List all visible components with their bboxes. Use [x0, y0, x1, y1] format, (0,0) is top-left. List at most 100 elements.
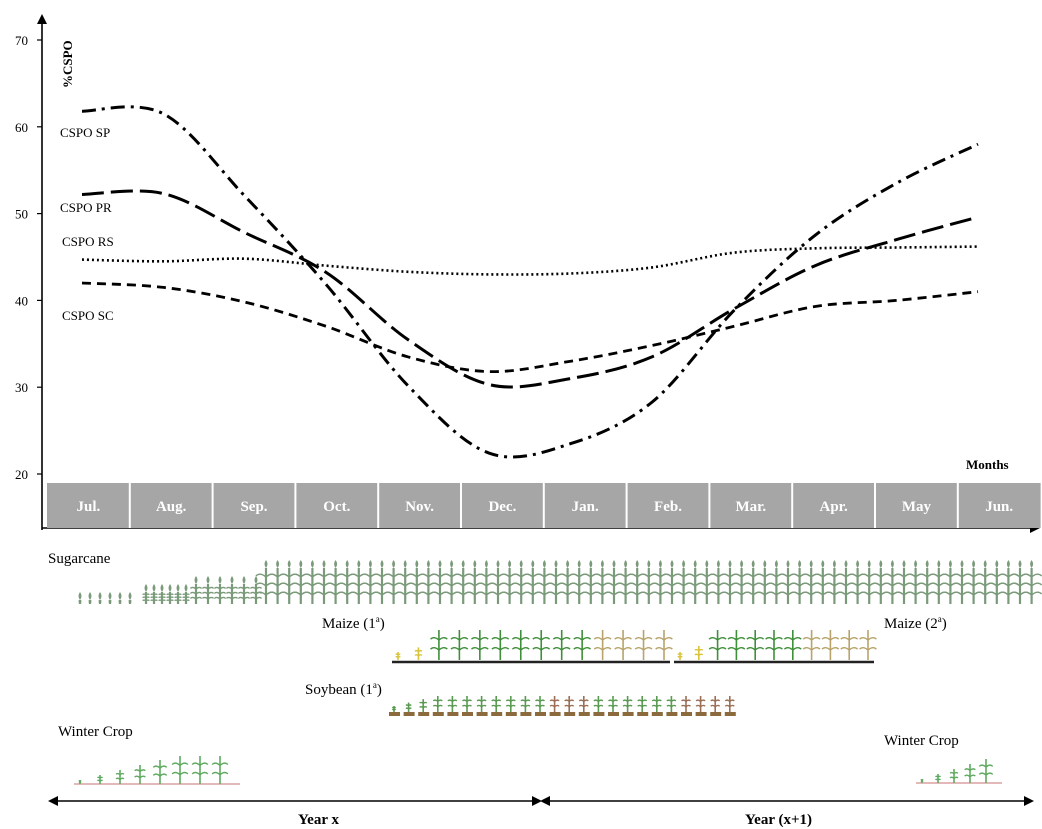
- soil-pot: [535, 712, 546, 716]
- plant-icon: [450, 630, 469, 660]
- plant-icon: [406, 560, 428, 604]
- plant-icon: [383, 560, 405, 604]
- y-tick-label: 40: [15, 293, 28, 308]
- plant-icon: [522, 560, 544, 604]
- plant-icon: [475, 560, 497, 604]
- plant-icon: [578, 696, 589, 712]
- y-tick-label: 20: [15, 467, 28, 482]
- plant-icon: [696, 560, 718, 604]
- plant-icon: [731, 560, 753, 604]
- plant-icon: [549, 696, 560, 712]
- plant-icon: [920, 779, 924, 783]
- plant-icon: [573, 630, 592, 660]
- plant-icon: [568, 560, 590, 604]
- plant-icon: [395, 652, 401, 660]
- plant-icon: [742, 560, 764, 604]
- series-line-cspo-sp: [81, 105, 979, 459]
- soil-pot: [593, 712, 605, 716]
- plant-icon: [847, 560, 869, 604]
- plant-icon: [622, 696, 633, 712]
- plant-icon: [108, 592, 112, 604]
- series-line-cspo-rs: [81, 245, 979, 276]
- plant-icon: [325, 560, 347, 604]
- year-x-label: Year x: [298, 812, 339, 828]
- plant-icon: [394, 560, 416, 604]
- winter-crop-right-plants: [916, 759, 1002, 784]
- plant-icon: [681, 696, 691, 712]
- plant-icon: [783, 630, 802, 660]
- plant-icon: [417, 560, 439, 604]
- soil-pot: [666, 712, 678, 716]
- plant-icon: [580, 560, 602, 604]
- plant-icon: [812, 560, 834, 604]
- plant-icon: [859, 630, 877, 660]
- maize-2-label: Maize (2a): [884, 614, 947, 632]
- series-line-cspo-sc: [81, 281, 979, 374]
- plant-icon: [115, 770, 125, 784]
- y-tick-label: 70: [15, 33, 28, 48]
- plant-icon: [134, 765, 146, 784]
- plant-icon: [802, 630, 821, 660]
- plant-icon: [615, 560, 637, 604]
- maize-1-label: Maize (1a): [322, 614, 385, 632]
- series-label: CSPO SP: [60, 125, 110, 140]
- soil-pot: [651, 712, 663, 716]
- plant-icon: [150, 584, 158, 604]
- plant-icon: [213, 576, 227, 604]
- plant-icon: [673, 560, 695, 604]
- plant-icon: [840, 630, 859, 660]
- plant-icon: [777, 560, 799, 604]
- plant-icon: [491, 630, 510, 660]
- plant-icon: [1021, 560, 1042, 604]
- plant-icon: [978, 759, 994, 783]
- plant-icon: [557, 560, 579, 604]
- plant-icon: [905, 560, 927, 604]
- plant-icon: [452, 560, 474, 604]
- plant-icon: [666, 696, 677, 712]
- plant-icon: [934, 774, 942, 783]
- winter-crop-right-label: Winter Crop: [884, 733, 959, 749]
- plant-icon: [476, 696, 487, 712]
- month-label: Feb.: [654, 499, 682, 515]
- plant-icon: [118, 592, 122, 604]
- year-arrows: Year x Year (x+1): [48, 796, 1034, 828]
- plant-icon: [974, 560, 996, 604]
- plant-icon: [499, 560, 521, 604]
- soil-pot: [578, 712, 590, 716]
- plant-icon: [684, 560, 706, 604]
- plant-icon: [447, 696, 458, 712]
- y-tick-label: 60: [15, 120, 28, 135]
- plant-icon: [552, 630, 571, 660]
- plant-icon: [870, 560, 892, 604]
- plant-icon: [710, 696, 721, 712]
- plant-icon: [707, 560, 729, 604]
- plant-icon: [893, 560, 915, 604]
- plant-icon: [603, 560, 625, 604]
- plant-icon: [765, 560, 787, 604]
- plant-icon: [505, 696, 516, 712]
- year-x-arrowhead-left: [48, 796, 58, 806]
- plant-icon: [708, 630, 727, 660]
- plant-icon: [986, 560, 1008, 604]
- soybean-plants: [389, 696, 736, 716]
- plant-icon: [535, 696, 545, 712]
- month-label: Apr.: [819, 499, 847, 515]
- plant-icon: [614, 630, 632, 660]
- year-x1-arrowhead-left: [540, 796, 550, 806]
- soil-pot: [520, 712, 532, 716]
- month-label: Nov.: [405, 499, 434, 515]
- plant-icon: [336, 560, 358, 604]
- maize-1-plants: [392, 630, 673, 664]
- plant-icon: [1009, 560, 1031, 604]
- y-axis-arrowhead: [37, 14, 47, 24]
- soil-pot: [462, 712, 473, 716]
- plant-icon: [545, 560, 567, 604]
- plant-icon: [249, 576, 263, 604]
- maize-2-plants: [674, 630, 877, 664]
- plant-icon: [158, 584, 166, 604]
- plant-icon: [166, 584, 174, 604]
- x-axis-label: Months: [966, 457, 1009, 472]
- plant-icon: [464, 560, 486, 604]
- plant-icon: [359, 560, 381, 604]
- plant-icon: [655, 630, 673, 660]
